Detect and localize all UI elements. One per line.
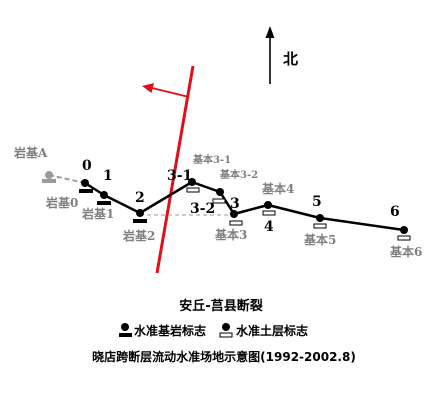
soil-marker-3-1 — [186, 187, 200, 193]
leveling-route — [84, 180, 405, 232]
point-label-3-2: 3-2 — [190, 201, 215, 217]
route-segment-a-0 — [48, 174, 86, 184]
marker-label-ji0: 岩基0 — [45, 195, 78, 210]
survey-points — [45, 171, 408, 234]
marker-label-jia: 岩基A — [13, 145, 48, 160]
survey-point-3 — [230, 210, 238, 218]
survey-point-a — [45, 171, 53, 179]
marker-label-b3: 基本3 — [214, 227, 247, 242]
marker-label-b4: 基本4 — [261, 181, 294, 196]
legend-soil-bar — [219, 332, 233, 338]
survey-point-0 — [81, 179, 89, 187]
survey-point-3-1 — [188, 178, 196, 186]
marker-labels: 岩基A 岩基0 岩基1 岩基2 基本3-1 基本3-2 基本3 基本4 基本5 … — [13, 145, 422, 259]
point-labels: 0 1 2 3-1 3-2 3 4 5 6 — [82, 158, 400, 235]
north-arrow-head — [265, 26, 275, 38]
north-label: 北 — [283, 50, 298, 68]
legend-soil-label: 水准土层标志 — [236, 323, 308, 338]
fault-motion-arrow — [151, 87, 190, 98]
point-label-6: 6 — [390, 204, 400, 220]
legend-bedrock-bar — [119, 333, 132, 337]
fault-line — [155, 65, 195, 274]
point-label-1: 1 — [103, 168, 113, 184]
legend-bedrock-dot — [121, 323, 129, 331]
soil-marker-3 — [229, 220, 243, 226]
survey-point-4 — [264, 201, 272, 209]
soil-marker-3-2 — [212, 198, 226, 204]
figure-caption: 晓店跨断层流动水准场地示意图(1992-2002.8) — [92, 349, 356, 364]
point-label-5: 5 — [312, 194, 322, 210]
marker-label-b6: 基本6 — [389, 244, 422, 259]
bedrock-marker-2 — [133, 219, 147, 223]
point-label-0: 0 — [82, 158, 92, 174]
fault-motion-arrowhead — [142, 83, 154, 93]
marker-label-b3-2: 基本3-2 — [219, 168, 258, 181]
marker-label-ji2: 岩基2 — [122, 228, 155, 243]
soil-markers — [186, 187, 411, 241]
legend-bedrock-label: 水准基岩标志 — [134, 323, 206, 338]
marker-label-ji1: 岩基1 — [81, 206, 114, 221]
soil-marker-4 — [262, 210, 276, 216]
bedrock-marker-a — [42, 179, 56, 183]
fault-name: 安丘-莒县断裂 — [179, 298, 263, 314]
soil-marker-5 — [313, 223, 327, 229]
survey-point-2 — [136, 209, 144, 217]
bedrock-marker-0 — [79, 189, 93, 193]
point-label-4: 4 — [264, 219, 274, 235]
marker-label-b5: 基本5 — [303, 232, 336, 247]
bedrock-markers — [42, 179, 147, 223]
legend-soil-dot — [222, 323, 230, 331]
fault — [142, 65, 195, 274]
point-label-3-1: 3-1 — [167, 168, 192, 184]
survey-point-3-2 — [216, 188, 224, 196]
survey-point-1 — [100, 191, 108, 199]
bedrock-marker-1 — [97, 201, 111, 205]
point-label-3: 3 — [230, 196, 240, 212]
soil-marker-6 — [397, 235, 411, 241]
north-arrow: 北 — [265, 26, 298, 84]
point-label-2: 2 — [135, 190, 145, 206]
survey-point-5 — [316, 214, 324, 222]
marker-label-b3-1: 基本3-1 — [192, 153, 231, 166]
legend: 水准基岩标志 水准土层标志 — [119, 323, 308, 338]
old-route — [48, 174, 234, 216]
survey-point-6 — [400, 226, 408, 234]
